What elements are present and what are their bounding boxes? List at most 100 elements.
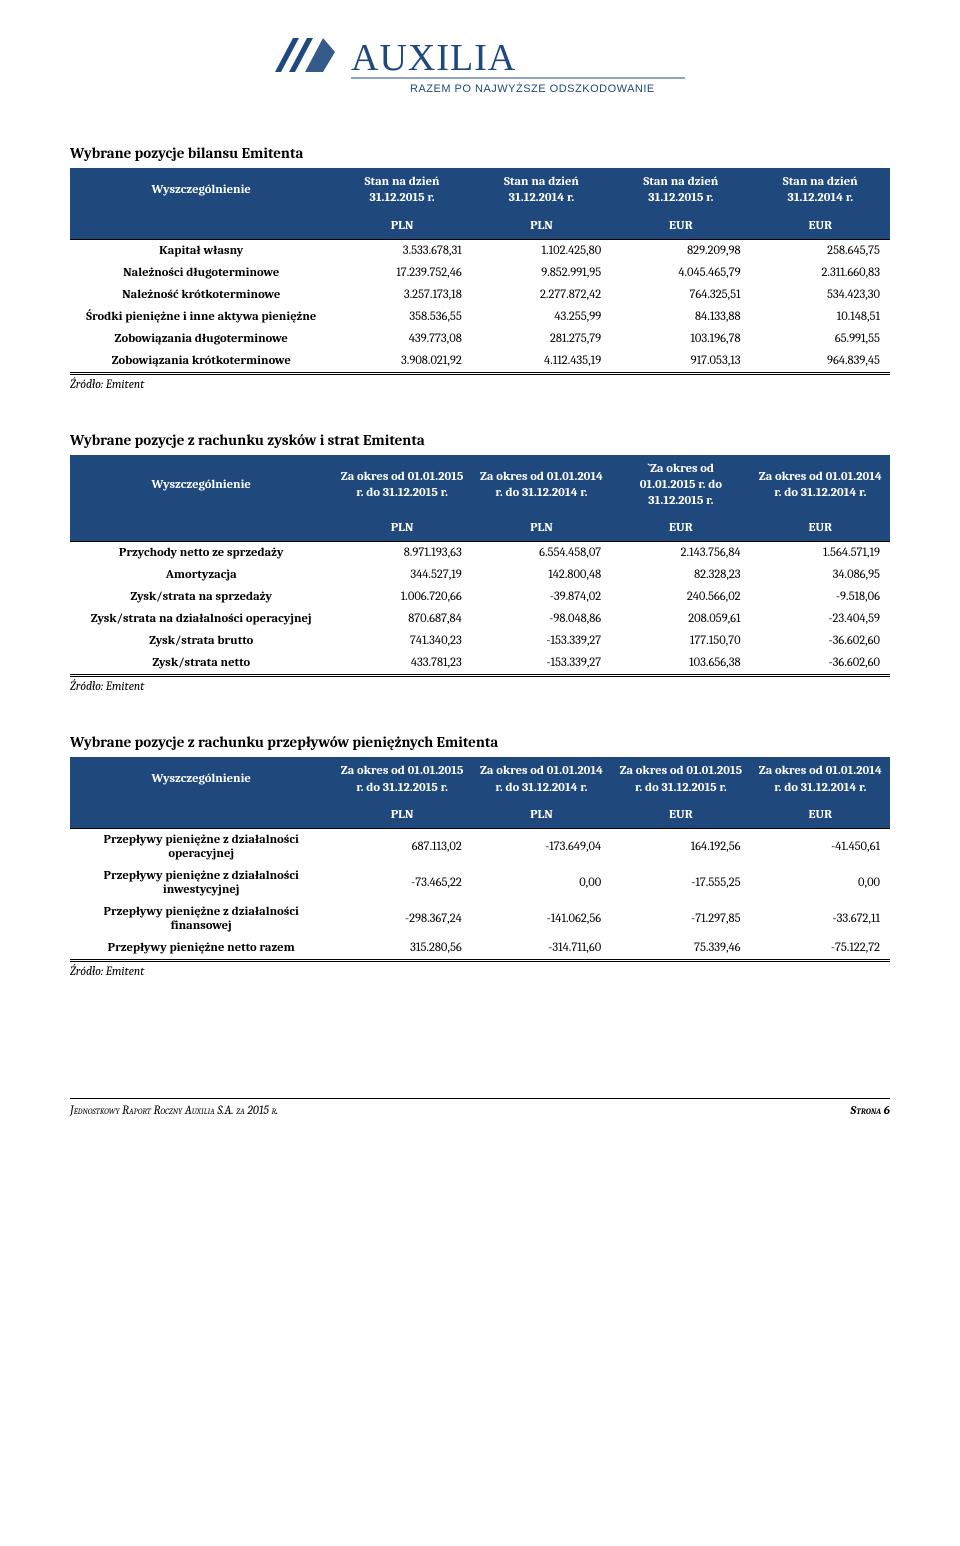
cell-value: -314.711,60 [472,937,611,961]
cell-value: 10.148,51 [751,306,890,328]
table3-h2: Za okres od 01.01.2015 r. do 31.12.2015 … [611,757,750,802]
cell-value: 6.554.458,07 [472,542,611,565]
cell-value: 687.113,02 [332,828,471,865]
cell-value: 8.971.193,63 [332,542,471,565]
cell-value: 2.311.660,83 [751,262,890,284]
table1-col-header: Wyszczególnienie [70,168,332,213]
cell-value: -153.339,27 [472,630,611,652]
cell-value: 208.059,61 [611,608,750,630]
table2-u3: EUR [751,515,890,542]
cell-value: -298.367,24 [332,901,471,937]
row-label: Należności długoterminowe [70,262,332,284]
table1-h2: Stan na dzień 31.12.2015 r. [611,168,750,213]
row-label: Przychody netto ze sprzedaży [70,542,332,565]
cell-value: -33.672,11 [751,901,890,937]
table2-h0: Za okres od 01.01.2015 r. do 31.12.2015 … [332,455,471,516]
row-label: Amortyzacja [70,564,332,586]
row-label: Zysk/strata brutto [70,630,332,652]
row-label: Kapitał własny [70,239,332,262]
row-label: Zobowiązania krótkoterminowe [70,350,332,374]
table3-col-header: Wyszczególnienie [70,757,332,802]
table3-u1: PLN [472,802,611,829]
cell-value: 258.645,75 [751,239,890,262]
cell-value: 358.536,55 [332,306,471,328]
cell-value: 0,00 [751,865,890,901]
cell-value: 164.192,56 [611,828,750,865]
table2: Wyszczególnienie Za okres od 01.01.2015 … [70,455,890,678]
cell-value: 315.280,56 [332,937,471,961]
table1-u3: EUR [751,213,890,240]
brand-name: AUXILIA [351,37,516,79]
table2-h2: `Za okres od 01.01.2015 r. do 31.12.2015… [611,455,750,516]
cell-value: 1.102.425,80 [472,239,611,262]
table3-u0: PLN [332,802,471,829]
table1-h0: Stan na dzień 31.12.2015 r. [332,168,471,213]
cell-value: -17.555,25 [611,865,750,901]
brand-tagline: RAZEM PO NAJWYŻSZE ODSZKODOWANIE [410,82,655,95]
table1-h3: Stan na dzień 31.12.2014 r. [751,168,890,213]
logo-area: AUXILIA RAZEM PO NAJWYŻSZE ODSZKODOWANIE [70,30,890,104]
table2-h3: Za okres od 01.01.2014 r. do 31.12.2014 … [751,455,890,516]
cell-value: 0,00 [472,865,611,901]
cell-value: 177.150,70 [611,630,750,652]
cell-value: 4.045.465,79 [611,262,750,284]
cell-value: 1.564.571,19 [751,542,890,565]
cell-value: 2.277.872,42 [472,284,611,306]
cell-value: 4.112.435,19 [472,350,611,374]
row-label: Zysk/strata na działalności operacyjnej [70,608,332,630]
cell-value: 964.839,45 [751,350,890,374]
brand-logo: AUXILIA RAZEM PO NAJWYŻSZE ODSZKODOWANIE [265,30,695,100]
cell-value: 65.991,55 [751,328,890,350]
cell-value: 103.196,78 [611,328,750,350]
cell-value: -153.339,27 [472,652,611,676]
cell-value: 534.423,30 [751,284,890,306]
footer-left: Jednostkowy Raport Roczny Auxilia S.A. z… [70,1103,278,1117]
table2-u2: EUR [611,515,750,542]
table3-h3: Za okres od 01.01.2014 r. do 31.12.2014 … [751,757,890,802]
table1-h1: Stan na dzień 31.12.2014 r. [472,168,611,213]
cell-value: -23.404,59 [751,608,890,630]
cell-value: -73.465,22 [332,865,471,901]
table3-h0: Za okres od 01.01.2015 r. do 31.12.2015 … [332,757,471,802]
cell-value: -36.602,60 [751,630,890,652]
row-label: Zysk/strata na sprzedaży [70,586,332,608]
cell-value: 84.133,88 [611,306,750,328]
page-footer: Jednostkowy Raport Roczny Auxilia S.A. z… [70,1098,890,1117]
footer-right: Strona 6 [850,1103,890,1117]
cell-value: 829.209,98 [611,239,750,262]
table3-u3: EUR [751,802,890,829]
table3-h1: Za okres od 01.01.2014 r. do 31.12.2014 … [472,757,611,802]
cell-value: 240.566,02 [611,586,750,608]
cell-value: 34.086,95 [751,564,890,586]
row-label: Środki pieniężne i inne aktywa pieniężne [70,306,332,328]
table2-u1: PLN [472,515,611,542]
row-label: Przepływy pieniężne z działalności finan… [70,901,332,937]
table2-u0: PLN [332,515,471,542]
table2-title: Wybrane pozycje z rachunku zysków i stra… [70,431,890,449]
table3: Wyszczególnienie Za okres od 01.01.2015 … [70,757,890,962]
cell-value: 103.656,38 [611,652,750,676]
table2-h1: Za okres od 01.01.2014 r. do 31.12.2014 … [472,455,611,516]
table1-u0: PLN [332,213,471,240]
table1-source: Źródło: Emitent [70,377,890,391]
cell-value: -98.048,86 [472,608,611,630]
cell-value: 344.527,19 [332,564,471,586]
table3-source: Źródło: Emitent [70,964,890,978]
row-label: Przepływy pieniężne z działalności inwes… [70,865,332,901]
row-label: Przepływy pieniężne netto razem [70,937,332,961]
cell-value: 917.053,13 [611,350,750,374]
cell-value: -173.649,04 [472,828,611,865]
cell-value: 1.006.720,66 [332,586,471,608]
cell-value: 142.800,48 [472,564,611,586]
table1: Wyszczególnienie Stan na dzień 31.12.201… [70,168,890,375]
cell-value: 439.773,08 [332,328,471,350]
table2-source: Źródło: Emitent [70,679,890,693]
cell-value: 3.257.173,18 [332,284,471,306]
cell-value: 17.239.752,46 [332,262,471,284]
cell-value: 3.908.021,92 [332,350,471,374]
row-label: Przepływy pieniężne z działalności opera… [70,828,332,865]
cell-value: 741.340,23 [332,630,471,652]
row-label: Zysk/strata netto [70,652,332,676]
cell-value: 870.687,84 [332,608,471,630]
cell-value: 433.781,23 [332,652,471,676]
